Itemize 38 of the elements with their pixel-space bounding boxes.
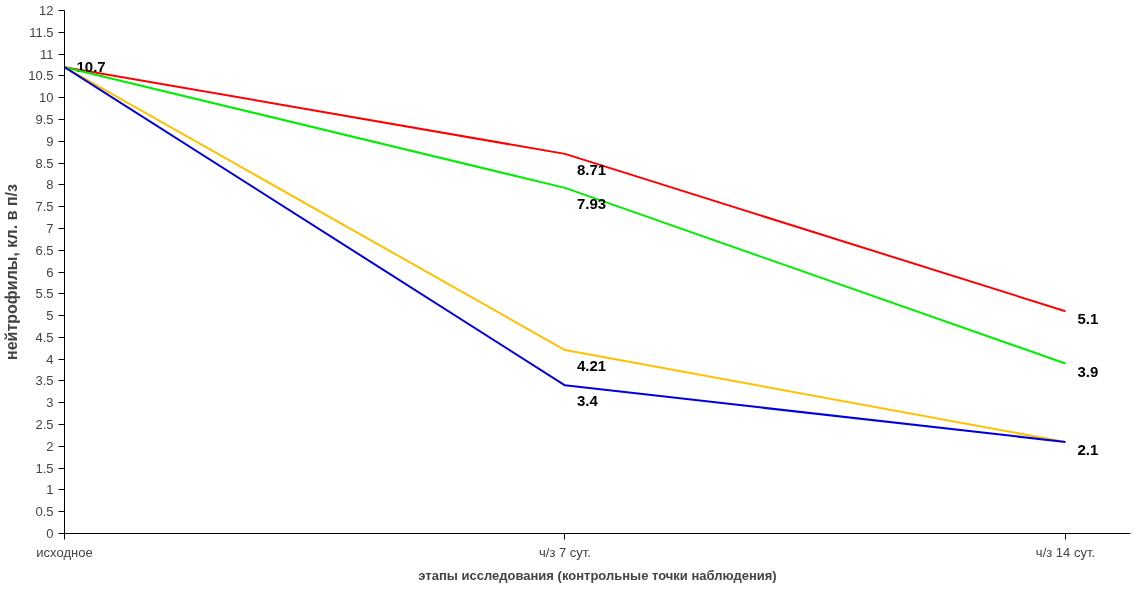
y-tick-label: 0 [46,526,54,541]
x-tick-label: ч/з 7 сут. [539,544,591,560]
y-tick-label: 0.5 [35,504,54,520]
y-tick-label: 5.5 [35,286,54,302]
x-tick-label: исходное [36,544,93,560]
y-tick-label: 6 [46,264,54,280]
x-axis-title: этапы исследования (контрольные точки наблюдения) [418,567,777,583]
y-tick-label: 5 [46,308,54,324]
y-axis-title: нейтрофилы, кл. в п/з [3,183,21,360]
y-tick-label: 8 [46,177,54,193]
y-tick-label: 4.5 [35,329,54,345]
y-tick-label: 12 [39,3,54,18]
y-tick-label: 1 [46,482,54,498]
y-tick-label: 7 [46,220,54,236]
data-label: 5.1 [1077,310,1099,328]
y-tick-label: 10.5 [28,68,54,84]
x-tick-label: ч/з 14 сут. [1035,544,1096,560]
y-tick-label: 6.5 [35,242,54,258]
data-label: 3.4 [576,392,599,410]
y-tick-label: 9 [46,133,54,149]
y-tick-label: 7.5 [35,199,54,215]
y-tick-label: 8.5 [35,155,54,171]
y-tick-label: 4 [46,351,54,367]
y-tick-label: 1.5 [35,460,54,476]
y-tick-label: 10 [39,90,54,106]
y-tick-label: 2.5 [35,417,54,433]
y-tick-label: 9.5 [35,111,54,127]
y-tick-label: 3 [46,395,54,411]
y-tick-label: 2 [46,438,54,454]
data-label: 4.21 [576,357,607,375]
data-label: 2.1 [1077,440,1099,458]
data-label: 10.7 [76,58,106,76]
y-tick-label: 11.5 [29,24,54,40]
y-tick-label: 11 [40,46,54,62]
data-label: 3.9 [1077,362,1099,380]
data-label: 8.71 [576,160,607,178]
y-tick-label: 3.5 [35,373,54,389]
data-label: 7.93 [576,194,607,212]
